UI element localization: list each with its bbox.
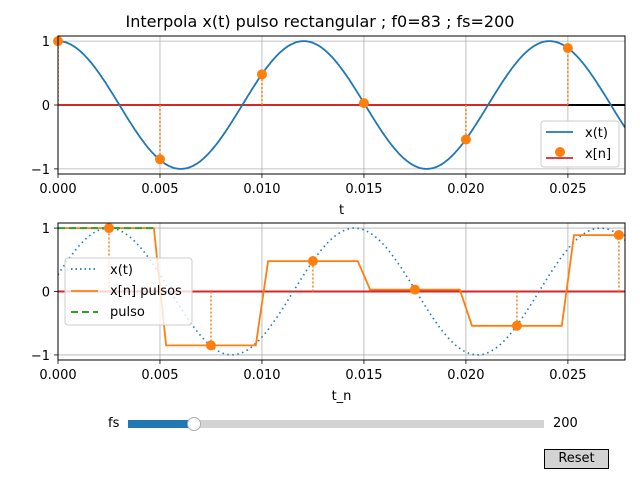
slider-label: fs (108, 416, 120, 431)
y-tick-label: 0 (42, 286, 50, 301)
sample-point (103, 223, 114, 234)
sample-point (358, 98, 369, 109)
slider-value: 200 (553, 416, 578, 431)
sample-point (256, 69, 267, 80)
xt-dotted-curve (58, 227, 625, 356)
x-axis-label: t (339, 203, 344, 218)
legend-entry: x(t) (110, 263, 133, 278)
sample-point (409, 284, 420, 295)
x-tick-label: 0.000 (39, 182, 76, 197)
slider-handle[interactable] (187, 417, 201, 431)
x-tick-label: 0.010 (243, 182, 280, 197)
axes-0: 0.000 0.005 0.010 0.015 0.020 0.025−101tx(t)x… (31, 35, 626, 218)
reset-button[interactable]: Reset (544, 449, 609, 469)
fs-slider[interactable] (128, 417, 544, 431)
axes-1: 0.000 0.005 0.010 0.015 0.020 0.025 −1 0 1 t_n x(t… (31, 222, 626, 404)
y-tick-label: −1 (31, 349, 50, 364)
sample-point (460, 134, 471, 145)
x-tick-label: 0.020 (447, 368, 484, 383)
x-axis-label: t_n (332, 389, 352, 404)
legend-entry: x[n] (585, 147, 611, 162)
y-tick-label: 1 (42, 35, 50, 50)
sample-point (562, 43, 573, 54)
x-tick-label: 0.025 (549, 182, 586, 197)
pulses-curve (64, 227, 625, 347)
x-tick-label: 0.005 (141, 368, 178, 383)
x-tick-label: 0.010 (243, 368, 280, 383)
slider-fill (128, 420, 194, 428)
sample-point (205, 340, 216, 351)
x-tick-label: 0.015 (345, 368, 382, 383)
chart-title: Interpola x(t) pulso rectangular ; f0=83… (125, 12, 515, 31)
xt-curve (58, 40, 625, 170)
legend-entry: x[n] pulsos (110, 284, 182, 299)
legend-entry: x(t) (585, 126, 608, 141)
y-tick-label: 0 (42, 99, 50, 114)
sample-point (307, 256, 318, 267)
x-tick-label: 0.020 (447, 182, 484, 197)
x-tick-label: 0.015 (345, 182, 382, 197)
y-tick-label: 1 (42, 222, 50, 237)
y-tick-label: −1 (31, 163, 50, 178)
x-tick-label: 0.005 (141, 182, 178, 197)
sample-point (613, 230, 624, 241)
legend-top: x(t) x[n] (540, 120, 620, 168)
x-tick-label: 0.025 (549, 368, 586, 383)
legend-entry: pulso (110, 305, 145, 320)
sample-point (511, 320, 522, 331)
legend-bottom: x(t) x[n] pulsos pulso (64, 257, 193, 326)
x-tick-label: 0.000 (39, 368, 76, 383)
sample-point (154, 154, 165, 165)
